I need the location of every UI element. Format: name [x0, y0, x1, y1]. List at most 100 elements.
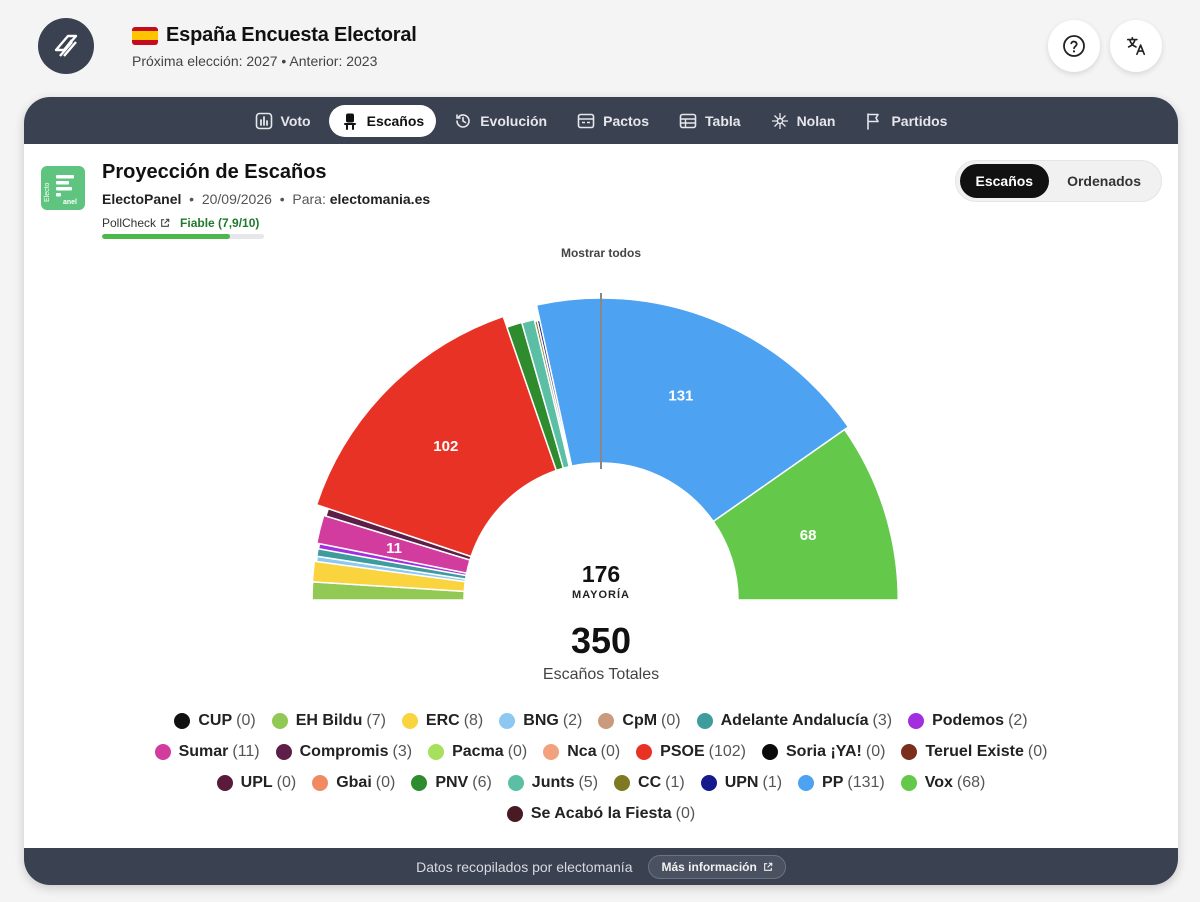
legend-item[interactable]: Pacma (0)	[428, 741, 527, 763]
legend-item[interactable]: PNV (6)	[411, 772, 492, 794]
segment-label-pp: 131	[668, 388, 693, 405]
tab-tabla[interactable]: Tabla	[667, 105, 753, 137]
legend-item[interactable]: PP (131)	[798, 772, 885, 794]
legend-item[interactable]: CC (1)	[614, 772, 685, 794]
legend-item[interactable]: Podemos (2)	[908, 710, 1028, 732]
legend-color-dot	[312, 775, 329, 791]
legend-party-name: Junts	[531, 774, 575, 791]
party-legend: CUP (0) EH Bildu (7) ERC (8) BNG (2) CpM (0) Adela…	[144, 710, 1058, 825]
legend-color-dot	[506, 806, 523, 822]
legend-item[interactable]: BNG (2)	[499, 710, 582, 732]
legend-seat-count: (2)	[562, 712, 583, 729]
legend-seat-count: (0)	[1027, 743, 1048, 760]
panel-meta: ElectoPanel • 20/09/2026 • Para: electom…	[102, 191, 431, 207]
seat-segment-pp[interactable]	[535, 297, 850, 523]
tab-pactos[interactable]: Pactos	[565, 105, 661, 137]
panel-header: Proyección de Escaños ElectoPanel • 20/0…	[102, 161, 430, 239]
legend-item[interactable]: UPL (0)	[216, 772, 297, 794]
legend-seat-count: (0)	[675, 805, 696, 822]
legend-color-dot	[271, 713, 288, 729]
legend-party-name: Teruel Existe	[925, 743, 1024, 760]
legend-item[interactable]: CUP (0)	[174, 710, 256, 732]
legend-party-name: EH Bildu	[295, 712, 363, 729]
legend-item[interactable]: Junts (5)	[507, 772, 598, 794]
legend-color-dot	[908, 713, 925, 729]
segment-label-vox: 68	[800, 527, 817, 544]
legend-seat-count: (68)	[956, 774, 986, 791]
external-link-icon	[161, 218, 170, 227]
tab-voto-label: Voto	[280, 112, 311, 129]
legend-item[interactable]: Se Acabó la Fiesta (0)	[506, 803, 696, 825]
legend-item[interactable]: PSOE (102)	[636, 741, 746, 763]
legend-party-name: Soria ¡YA!	[786, 743, 862, 760]
legend-item[interactable]: Sumar (11)	[154, 741, 260, 763]
svg-text:Electo: Electo	[44, 182, 51, 202]
majority-label: MAYORÍA	[572, 588, 630, 601]
legend-party-name: Podemos	[932, 712, 1005, 729]
legend-item[interactable]: Nca (0)	[543, 741, 620, 763]
legend-color-dot	[762, 744, 778, 760]
for-label: Para:	[292, 191, 326, 207]
legend-item[interactable]: Teruel Existe (0)	[901, 741, 1047, 763]
toggle-ordenados[interactable]: Ordenados	[1067, 173, 1141, 189]
tab-partidos[interactable]: Partidos	[853, 105, 959, 137]
legend-seat-count: (8)	[463, 712, 484, 729]
legend-color-dot	[700, 775, 717, 791]
table-icon	[679, 113, 697, 128]
panel-title: Proyección de Escaños	[102, 161, 327, 183]
legend-party-name: Nca	[567, 743, 597, 760]
more-info-button[interactable]: Más información	[648, 854, 786, 879]
flag-icon	[867, 112, 880, 130]
legend-seat-count: (11)	[232, 743, 260, 760]
nolan-grid-icon	[771, 112, 788, 129]
legend-color-dot	[275, 744, 292, 760]
tab-evolucion[interactable]: Evolución	[442, 105, 559, 137]
legend-item[interactable]: EH Bildu (7)	[271, 710, 386, 732]
tab-evolucion-label: Evolución	[480, 112, 548, 129]
legend-seat-count: (0)	[236, 712, 256, 729]
legend-item[interactable]: CpM (0)	[598, 710, 681, 732]
legend-party-name: Adelante Andalucía	[720, 712, 869, 729]
legend-color-dot	[507, 775, 524, 791]
legend-item[interactable]: Soria ¡YA! (0)	[762, 741, 885, 763]
pollcheck-link[interactable]: PollCheck	[102, 216, 157, 230]
translate-icon	[1126, 36, 1146, 56]
seat-segment-psoe[interactable]	[315, 315, 558, 558]
legend-seat-count: (0)	[276, 774, 297, 791]
legend-color-dot	[154, 744, 171, 760]
electomania-logo-icon[interactable]	[38, 18, 94, 74]
tab-voto[interactable]: Voto	[243, 105, 323, 137]
show-all-button[interactable]: Mostrar todos	[560, 246, 641, 260]
legend-seat-count: (102)	[708, 743, 746, 760]
seat-segment-sumar[interactable]	[315, 514, 471, 575]
legend-seat-count: (0)	[661, 712, 681, 729]
tab-nolan[interactable]: Nolan	[759, 105, 848, 137]
legend-item[interactable]: Gbai (0)	[312, 772, 395, 794]
legend-item[interactable]: Compromis (3)	[275, 741, 413, 763]
legend-party-name: Vox	[924, 774, 953, 791]
legend-color-dot	[216, 775, 233, 791]
legend-item[interactable]: ERC (8)	[401, 710, 484, 732]
legend-seat-count: (3)	[392, 743, 413, 760]
legend-item[interactable]: Vox (68)	[900, 772, 986, 794]
legend-color-dot	[499, 713, 516, 729]
legend-seat-count: (7)	[366, 712, 386, 729]
electopanel-logo: Electo anel	[41, 166, 85, 210]
seat-segment-junts[interactable]	[520, 318, 571, 470]
tab-escanos-label: Escaños	[366, 112, 425, 129]
legend-color-dot	[798, 775, 815, 791]
legend-party-name: Sumar	[178, 743, 229, 760]
legend-item[interactable]: UPN (1)	[700, 772, 782, 794]
majority-value: 176	[582, 561, 620, 587]
footer-text: Datos recopilados por electomanía	[416, 858, 633, 875]
toggle-escanos[interactable]: Escaños	[959, 164, 1050, 198]
tab-escanos[interactable]: Escaños	[328, 104, 437, 137]
help-button[interactable]	[1048, 20, 1100, 72]
seat-segment-erc[interactable]	[311, 560, 467, 593]
legend-color-dot	[614, 775, 631, 791]
seat-segment-vox[interactable]	[712, 428, 899, 601]
legend-party-name: ERC	[425, 712, 460, 729]
translate-button[interactable]	[1110, 20, 1162, 72]
legend-item[interactable]: Adelante Andalucía (3)	[696, 710, 892, 732]
legend-color-dot	[401, 713, 418, 729]
